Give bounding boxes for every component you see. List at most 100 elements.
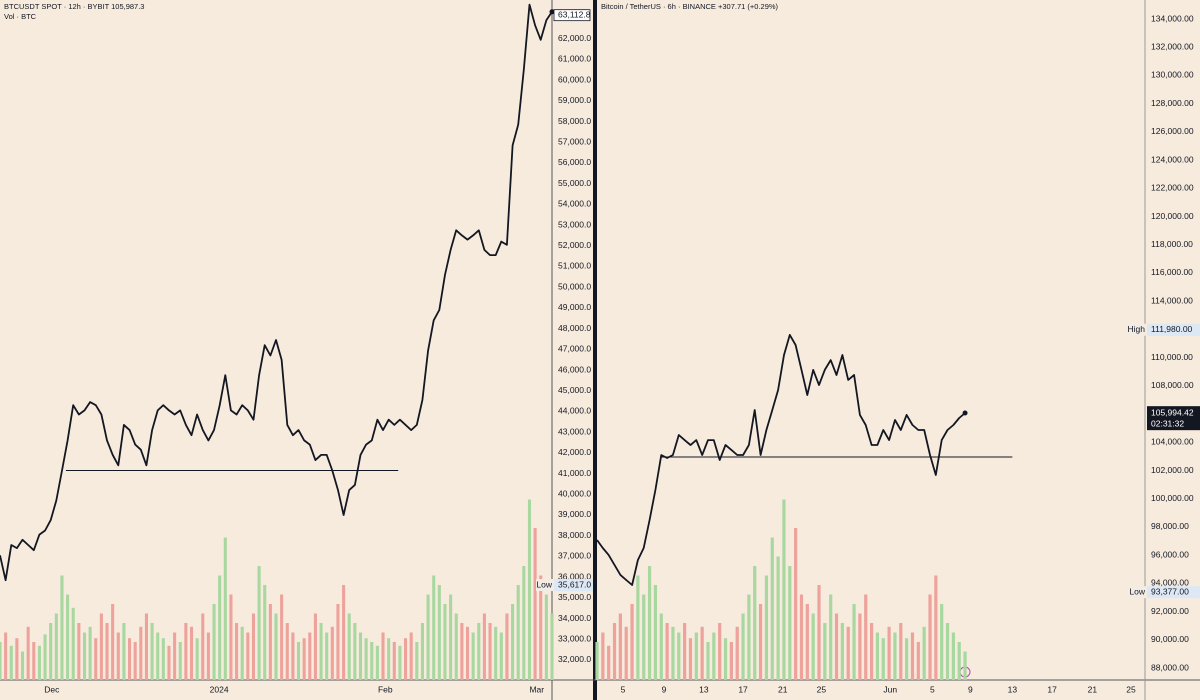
volume-bar	[653, 585, 658, 680]
marker-name-box	[1129, 586, 1146, 599]
volume-bar	[659, 613, 663, 680]
y-tick-label: 116,000.00	[1151, 267, 1193, 277]
volume-bar	[358, 632, 363, 680]
volume-bar	[601, 632, 605, 680]
volume-bar	[404, 638, 408, 680]
y-tick-label: 51,000.0	[558, 261, 591, 271]
y-tick-label: 96,000.00	[1151, 549, 1189, 559]
volume-bar	[37, 645, 41, 680]
volume-bar	[161, 638, 165, 680]
last-price-label: 63,112.8	[558, 9, 591, 19]
volume-bar	[296, 642, 301, 680]
y-tick-label: 128,000.00	[1151, 98, 1194, 108]
volume-bar	[823, 623, 827, 680]
y-tick-label: 62,000.0	[558, 33, 591, 43]
y-tick-label: 98,000.00	[1151, 521, 1189, 531]
volume-bar	[66, 594, 70, 680]
volume-bar	[116, 632, 120, 680]
volume-bar	[133, 642, 137, 680]
chart-title: BTCUSDT SPOT · 12h · BYBIT 105,987.3	[4, 2, 144, 11]
volume-bar	[829, 594, 833, 680]
x-tick-label: 9	[662, 684, 667, 694]
volume-bar	[364, 638, 368, 680]
y-tick-label: 110,000.00	[1151, 352, 1193, 362]
volume-bar	[330, 626, 334, 680]
price-line	[596, 334, 966, 586]
x-tick-label: 21	[1088, 684, 1098, 694]
volume-bar	[291, 632, 295, 680]
volume-bar	[167, 645, 171, 680]
x-tick-label: 17	[1047, 684, 1057, 694]
y-tick-label: 35,000.0	[558, 592, 591, 602]
volume-bar	[184, 623, 188, 680]
countdown: 02:31:32	[1151, 418, 1184, 428]
volume-bar	[195, 638, 199, 680]
last-price-dot	[549, 9, 555, 15]
y-tick-label: 57,000.0	[558, 137, 591, 147]
volume-bar	[189, 626, 194, 680]
y-tick-label: 46,000.0	[558, 364, 591, 374]
volume-bar	[443, 604, 447, 680]
volume-bar	[764, 575, 769, 680]
volume-bar	[420, 623, 424, 680]
y-tick-label: 34,000.0	[558, 613, 591, 623]
y-tick-label: 41,000.0	[558, 468, 591, 478]
y-tick-label: 47,000.0	[558, 344, 591, 354]
volume-bar	[409, 632, 413, 680]
volume-bar	[32, 642, 36, 680]
volume-bar	[26, 626, 30, 680]
volume-bar	[415, 642, 419, 680]
x-tick-label: 2024	[210, 684, 229, 694]
volume-bar	[741, 613, 745, 680]
volume-bar	[274, 613, 278, 680]
x-tick-label: 25	[817, 684, 827, 694]
x-tick-label: Mar	[529, 684, 544, 694]
volume-bar	[460, 623, 464, 680]
volume-bar	[477, 623, 481, 680]
y-tick-label: 114,000.00	[1151, 295, 1193, 305]
volume-bar	[647, 566, 652, 680]
volume-bar	[522, 566, 526, 680]
marker-box	[554, 579, 593, 592]
volume-bar	[144, 613, 148, 680]
y-tick-label: 33,000.0	[558, 633, 591, 643]
y-tick-label: 124,000.00	[1151, 154, 1194, 164]
volume-bar	[934, 575, 938, 680]
volume-bar	[665, 623, 669, 680]
marker-name: High	[1128, 324, 1146, 334]
volume-bar	[799, 594, 804, 680]
volume-bar	[729, 642, 733, 680]
volume-bar	[671, 626, 675, 680]
volume-bar	[465, 626, 470, 680]
volume-bar	[206, 632, 210, 680]
volume-bar	[817, 585, 821, 680]
volume-bar	[881, 638, 885, 680]
volume-bar	[899, 623, 903, 680]
y-tick-label: 122,000.00	[1151, 183, 1194, 193]
volume-bar	[700, 626, 704, 680]
volume-bar	[0, 642, 2, 680]
volume-bar	[677, 632, 681, 680]
volume-bar	[499, 632, 503, 680]
y-tick-label: 50,000.0	[558, 281, 591, 291]
volume-bar	[794, 528, 798, 680]
volume-bar	[642, 594, 646, 680]
y-tick-label: 39,000.0	[558, 509, 591, 519]
volume-bar	[336, 604, 340, 680]
volume-bar	[940, 604, 944, 680]
x-tick-label: 5	[930, 684, 935, 694]
y-tick-label: 48,000.0	[558, 323, 591, 333]
volume-bar	[54, 613, 58, 680]
volume-bar	[285, 623, 289, 680]
volume-bar	[782, 499, 786, 680]
volume-bar	[449, 594, 453, 680]
volume-bar	[387, 638, 391, 680]
last-price-label: 105,994.42	[1151, 407, 1194, 417]
volume-bar	[94, 638, 98, 680]
chart-title: Bitcoin / TetherUS · 6h · BINANCE +307.7…	[601, 2, 779, 11]
volume-bar	[963, 651, 967, 680]
volume-bar	[636, 575, 640, 680]
y-tick-label: 104,000.00	[1151, 437, 1194, 447]
